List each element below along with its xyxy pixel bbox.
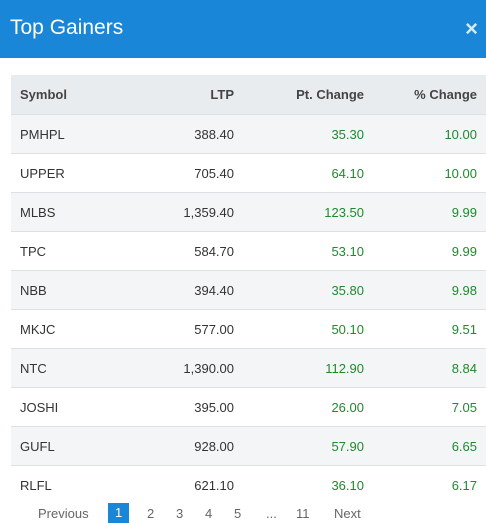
pt-change-cell: 123.50 xyxy=(243,192,373,232)
modal-title: Top Gainers xyxy=(10,16,124,39)
table-row[interactable]: JOSHI 395.00 26.00 7.05 xyxy=(11,387,486,427)
ltp-cell: 1,390.00 xyxy=(133,348,243,388)
pct-change-cell: 10.00 xyxy=(373,153,486,193)
pct-change-cell: 9.99 xyxy=(373,231,486,271)
pagination: Previous 1 2 3 4 5 ... 11 Next xyxy=(30,503,480,523)
pct-change-cell: 10.00 xyxy=(373,114,486,154)
pagination-previous[interactable]: Previous xyxy=(38,506,89,521)
column-header-ltp[interactable]: LTP xyxy=(133,75,243,115)
table-row[interactable]: MKJC 577.00 50.10 9.51 xyxy=(11,309,486,349)
pagination-page-2[interactable]: 2 xyxy=(147,506,155,521)
ltp-cell: 705.40 xyxy=(133,153,243,193)
table-header-row: Symbol LTP Pt. Change % Change xyxy=(11,75,486,115)
modal-header: Top Gainers × xyxy=(0,0,486,58)
pt-change-cell: 26.00 xyxy=(243,387,373,427)
table-row[interactable]: TPC 584.70 53.10 9.99 xyxy=(11,231,486,271)
table-row[interactable]: GUFL 928.00 57.90 6.65 xyxy=(11,426,486,466)
ltp-cell: 928.00 xyxy=(133,426,243,466)
ltp-cell: 1,359.40 xyxy=(133,192,243,232)
pt-change-cell: 57.90 xyxy=(243,426,373,466)
ltp-cell: 577.00 xyxy=(133,309,243,349)
pagination-page-1[interactable]: 1 xyxy=(108,503,130,523)
symbol-cell[interactable]: NTC xyxy=(11,348,133,388)
pagination-next[interactable]: Next xyxy=(334,506,361,521)
table-row[interactable]: PMHPL 388.40 35.30 10.00 xyxy=(11,114,486,154)
gainers-table: Symbol LTP Pt. Change % Change PMHPL 388… xyxy=(11,75,486,504)
pct-change-cell: 6.65 xyxy=(373,426,486,466)
pt-change-cell: 53.10 xyxy=(243,231,373,271)
symbol-cell[interactable]: UPPER xyxy=(11,153,133,193)
symbol-cell[interactable]: RLFL xyxy=(11,465,133,504)
column-header-symbol[interactable]: Symbol xyxy=(11,75,133,115)
ltp-cell: 395.00 xyxy=(133,387,243,427)
pct-change-cell: 8.84 xyxy=(373,348,486,388)
pt-change-cell: 35.30 xyxy=(243,114,373,154)
symbol-cell[interactable]: NBB xyxy=(11,270,133,310)
table-row[interactable]: NBB 394.40 35.80 9.98 xyxy=(11,270,486,310)
pagination-page-5[interactable]: 5 xyxy=(234,506,242,521)
pagination-page-11[interactable]: 11 xyxy=(296,506,310,521)
ltp-cell: 584.70 xyxy=(133,231,243,271)
symbol-cell[interactable]: MLBS xyxy=(11,192,133,232)
symbol-cell[interactable]: MKJC xyxy=(11,309,133,349)
ltp-cell: 394.40 xyxy=(133,270,243,310)
pct-change-cell: 9.51 xyxy=(373,309,486,349)
table-row[interactable]: MLBS 1,359.40 123.50 9.99 xyxy=(11,192,486,232)
pagination-page-3[interactable]: 3 xyxy=(176,506,184,521)
pct-change-cell: 9.98 xyxy=(373,270,486,310)
table-row[interactable]: NTC 1,390.00 112.90 8.84 xyxy=(11,348,486,388)
pt-change-cell: 112.90 xyxy=(243,348,373,388)
symbol-cell[interactable]: GUFL xyxy=(11,426,133,466)
pagination-page-4[interactable]: 4 xyxy=(205,506,213,521)
column-header-pt-change[interactable]: Pt. Change xyxy=(243,75,373,115)
table-row[interactable]: UPPER 705.40 64.10 10.00 xyxy=(11,153,486,193)
pt-change-cell: 35.80 xyxy=(243,270,373,310)
pct-change-cell: 7.05 xyxy=(373,387,486,427)
symbol-cell[interactable]: TPC xyxy=(11,231,133,271)
gainers-table-container: Symbol LTP Pt. Change % Change PMHPL 388… xyxy=(11,75,486,504)
symbol-cell[interactable]: JOSHI xyxy=(11,387,133,427)
pct-change-cell: 6.17 xyxy=(373,465,486,504)
pt-change-cell: 64.10 xyxy=(243,153,373,193)
pct-change-cell: 9.99 xyxy=(373,192,486,232)
pt-change-cell: 36.10 xyxy=(243,465,373,504)
symbol-cell[interactable]: PMHPL xyxy=(11,114,133,154)
ltp-cell: 621.10 xyxy=(133,465,243,504)
pt-change-cell: 50.10 xyxy=(243,309,373,349)
close-icon[interactable]: × xyxy=(465,16,478,41)
table-row[interactable]: RLFL 621.10 36.10 6.17 xyxy=(11,465,486,504)
pagination-ellipsis: ... xyxy=(266,506,277,521)
ltp-cell: 388.40 xyxy=(133,114,243,154)
column-header-pct-change[interactable]: % Change xyxy=(373,75,486,115)
